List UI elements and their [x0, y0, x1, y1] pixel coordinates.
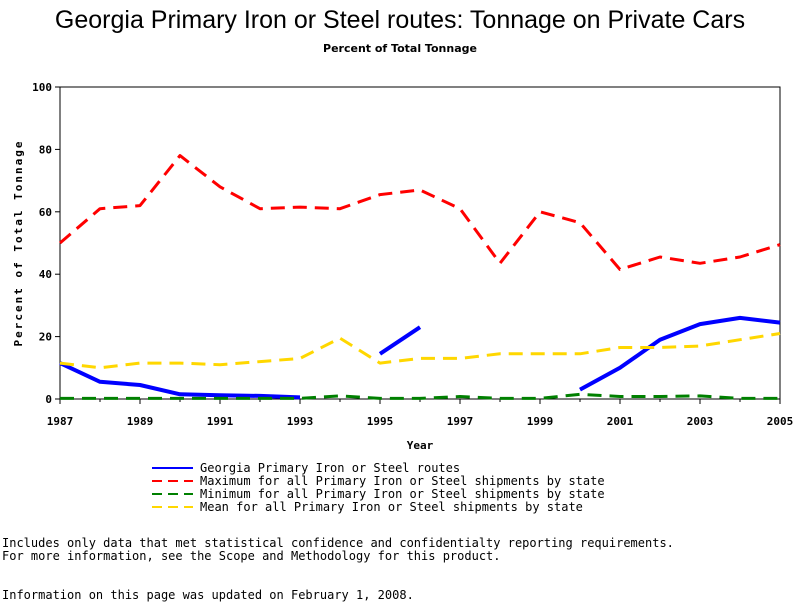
chart-title: Georgia Primary Iron or Steel routes: To…: [54, 6, 746, 34]
legend-label-3: Minimum for all Primary Iron or Steel sh…: [200, 487, 605, 501]
note-methodology: For more information, see the Scope and …: [2, 549, 501, 563]
x-tick-label: 1995: [367, 415, 394, 428]
y-tick-label: 80: [39, 143, 52, 156]
chart-subtitle: Percent of Total Tonnage: [323, 42, 477, 55]
legend-label-4: Mean for all Primary Iron or Steel shipm…: [200, 500, 583, 514]
note-confidence: Includes only data that met statistical …: [2, 536, 674, 550]
x-tick-label: 2005: [767, 415, 794, 428]
x-tick-label: 2003: [687, 415, 714, 428]
note-updated: Information on this page was updated on …: [2, 588, 414, 602]
x-tick-label: 1999: [527, 415, 554, 428]
x-tick-label: 1997: [447, 415, 474, 428]
y-tick-label: 40: [39, 268, 52, 281]
legend-label-2: Maximum for all Primary Iron or Steel sh…: [200, 474, 605, 488]
x-tick-label: 1987: [47, 415, 74, 428]
y-tick-label: 20: [39, 331, 52, 344]
x-tick-label: 2001: [607, 415, 634, 428]
y-tick-label: 0: [45, 393, 52, 406]
series-layer: [59, 154, 781, 400]
y-axis: 0 20 40 60 80 100: [32, 81, 60, 406]
y-axis-label: Percent of Total Tonnage: [12, 140, 25, 347]
y-tick-label: 100: [32, 81, 52, 94]
series-line-3-segment-1: [60, 392, 780, 400]
plot-frame: [59, 86, 781, 400]
series-line-4-segment-1: [59, 332, 781, 370]
x-tick-label: 1989: [127, 415, 154, 428]
x-tick-label: 1993: [287, 415, 314, 428]
x-tick-label: 1991: [207, 415, 234, 428]
series-line-1-segment-1: [59, 361, 301, 400]
y-tick-label: 60: [39, 206, 52, 219]
legend: Georgia Primary Iron or Steel routesMaxi…: [152, 461, 605, 514]
x-axis: 1987 1989 1991 1993 1995 1997 1999 2001 2003 2005: [47, 399, 794, 428]
series-line-2-segment-1: [59, 154, 781, 271]
series-line-1-segment-2: [378, 325, 422, 356]
x-axis-label: Year: [407, 439, 434, 452]
legend-label-1: Georgia Primary Iron or Steel routes: [200, 461, 460, 475]
series-line-1-segment-3: [579, 315, 781, 392]
